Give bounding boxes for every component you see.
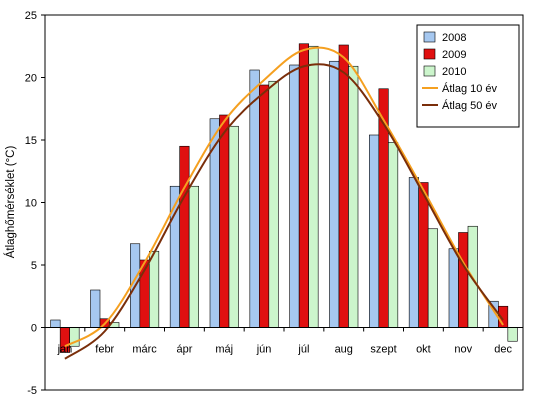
y-tick-label: 20 — [25, 73, 37, 85]
legend-label: Átlag 10 év — [442, 82, 498, 95]
bar-2010-jún — [268, 80, 279, 328]
bar-2008-nov — [448, 248, 459, 328]
legend-label: 2008 — [442, 32, 466, 44]
y-axis-title: Átlaghőmérséklet (°C) — [4, 146, 17, 259]
bar-2008-okt — [408, 177, 419, 328]
x-tick-label: márc — [132, 344, 157, 356]
bar-2010-máj — [228, 125, 239, 328]
y-tick-label: 15 — [25, 135, 37, 147]
axes-layer: -5 0 5 10 15 20 25 jan febr márc ápr máj jún júl aug sz… — [25, 10, 524, 397]
y-tick-label: 0 — [31, 323, 37, 335]
bar-2008-jan — [50, 319, 61, 328]
x-tick-label: febr — [95, 344, 114, 356]
x-tick-label: szept — [370, 344, 396, 356]
bar-2010-júl — [308, 45, 319, 328]
lines-layer — [64, 46, 504, 360]
x-tick-label: jan — [57, 344, 73, 356]
bar-2008-szept — [369, 134, 380, 328]
bar-2010-szept — [388, 142, 399, 328]
y-tick-label: 25 — [25, 10, 37, 22]
bar-2008-febr — [90, 289, 101, 328]
bar-2010-okt — [427, 228, 438, 328]
legend-swatch — [423, 31, 436, 43]
bar-2010-márc — [149, 250, 160, 328]
bar-2008-jún — [249, 69, 260, 328]
bar-2008-júl — [289, 64, 300, 328]
bar-2009-okt — [418, 182, 429, 328]
y-tick-label: 10 — [25, 198, 37, 210]
legend-swatch — [423, 65, 436, 77]
y-tick-label: 5 — [31, 260, 37, 272]
x-tick-label: okt — [416, 344, 431, 356]
bar-2008-aug — [329, 60, 340, 328]
legend-label: 2010 — [442, 66, 466, 78]
x-tick-label: júl — [297, 344, 309, 356]
line-series-atlag-50-ev — [64, 63, 504, 360]
x-tick-label: jún — [256, 344, 272, 356]
bar-2009-jún — [259, 84, 270, 328]
line-series-atlag-10-ev — [64, 46, 504, 348]
bar-2010-ápr — [188, 185, 199, 328]
x-tick-label: nov — [454, 344, 472, 356]
x-tick-label: dec — [494, 344, 512, 356]
bar-2009-nov — [458, 232, 469, 328]
legend: 2008 2009 2010 Átlag 10 év Átlag 50 év — [416, 24, 520, 128]
bar-2010-dec — [507, 327, 518, 342]
bar-2009-ápr — [179, 145, 190, 328]
y-tick-label: -5 — [27, 385, 37, 397]
bar-2009-máj — [219, 114, 230, 328]
x-tick-label: máj — [215, 344, 233, 356]
x-tick-label: ápr — [176, 344, 192, 356]
x-tick-label: aug — [335, 344, 353, 356]
legend-label: 2009 — [442, 49, 466, 61]
bar-2010-aug — [348, 65, 359, 328]
legend-swatch — [423, 48, 436, 60]
legend-label: Átlag 50 év — [442, 99, 498, 112]
bar-2009-júl — [298, 43, 309, 328]
bar-2009-aug — [338, 44, 349, 328]
